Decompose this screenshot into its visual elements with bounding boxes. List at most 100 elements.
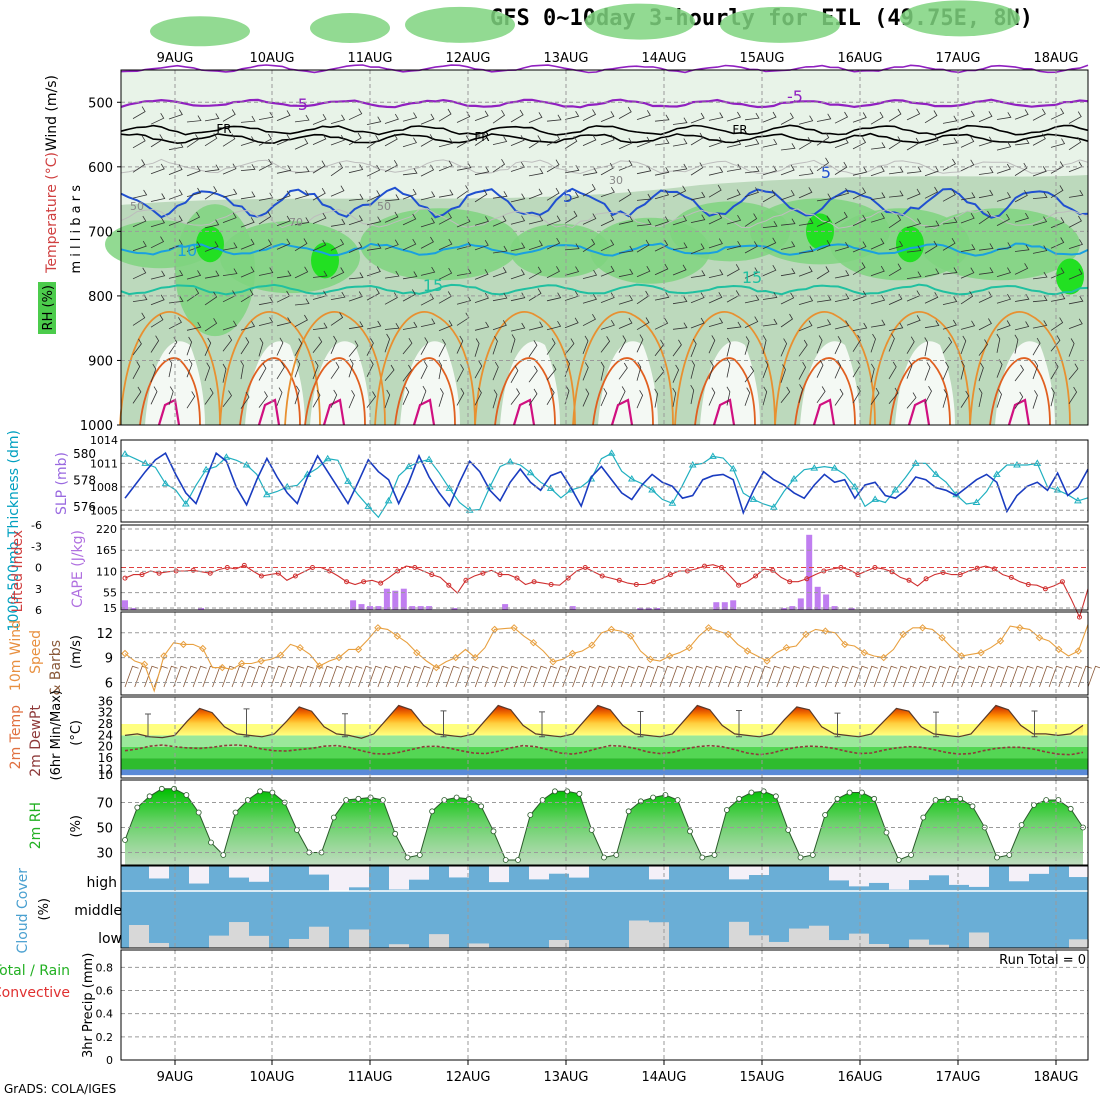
temp-band-1 [121,758,1088,770]
wind-barb [942,237,956,251]
wind-barb [960,244,976,252]
wind-barb [816,193,832,202]
wind10m-barb-22 [338,665,353,688]
wind10m-barb-8 [202,665,217,688]
ylabel-thickness: 1000-500mb Thickness (dm) [6,430,22,631]
wind-barb [186,288,200,302]
wind-point-28 [393,632,402,640]
contour-label-3: FR [474,130,489,144]
wind-barb [258,296,274,306]
wind10m-barb-99 [1087,665,1100,688]
slp-point-38 [506,457,515,465]
li-point-48 [531,579,537,585]
wind-barb [186,391,196,409]
wind-barb [960,192,976,201]
wind-barb [978,111,993,123]
rh-point-8 [220,852,227,858]
contour-label-4: FR [732,123,747,137]
rh-point-17 [330,814,337,821]
rh-blob-9 [920,208,1080,281]
wind-barb [312,270,328,278]
ylabel-lifted-index: Lifted Index [10,530,26,612]
wind-barb [888,190,904,198]
wind-barb [294,190,310,200]
wind-barb [474,360,483,379]
wind-barb [870,165,885,177]
wind-barb [546,364,557,381]
wind-barb [672,364,680,383]
contour-rh50 [120,208,1089,229]
high-cloud-gap-13 [389,866,409,890]
wind-barb [132,386,142,404]
wind10m-barb-10 [221,665,236,688]
wind-barb [1068,239,1084,249]
wind-barb [654,216,669,227]
wind-barb [384,292,398,305]
wind-barb [906,245,922,253]
wind-barb [294,166,310,174]
wind-barb [636,219,652,227]
wind-barb [546,133,561,146]
wind-barb [1014,391,1024,409]
xtick-bottom-10AUG: 10AUG [249,1070,294,1085]
wind-barb [132,135,146,149]
wind-barb [726,163,742,172]
contour-label-7: 10 [177,241,197,260]
high-cloud-gap-11 [349,866,369,888]
wind-barb [330,185,345,197]
wind-barb [942,319,957,330]
wind-barb [906,137,920,151]
wind-barb [492,267,507,278]
temp-tick: 10 [98,768,113,782]
wind-barb [1050,108,1065,120]
minmax-bar-4 [539,711,545,738]
li-point-30 [378,580,384,586]
rh-max-4 [1056,258,1084,295]
wind-barb [1050,237,1065,249]
wind-barb [618,362,628,380]
wind-barb [438,360,442,380]
rh-point-55 [797,854,804,861]
wind-barb [438,137,454,148]
minmax-bar-5 [637,710,644,738]
slp-point-0 [121,450,129,457]
wind-barb [870,265,885,277]
wind-tick: 9 [105,652,113,667]
rh-point-35 [552,788,558,795]
wind-barb [294,217,310,226]
wind-barb [348,321,364,330]
li-point-42 [480,570,486,576]
cape-bar-27 [350,600,357,610]
wind-barb [672,163,688,172]
li-point-106 [1025,582,1031,587]
wind-barb [888,214,902,229]
low-cloud-34 [809,925,829,948]
rh-point-26 [441,797,448,803]
wind10m-barb-58 [688,665,703,688]
wind-barb [906,360,913,379]
wind-barb [600,361,605,381]
rh-max-0 [196,226,224,263]
rh-point-31 [502,857,509,863]
wind10m-barb-75 [854,665,869,688]
wind10m-barb-7 [192,665,207,688]
series-dewpoint [124,744,1084,756]
wind-barb [996,359,1003,378]
xtick-top-16AUG: 16AUG [837,51,882,66]
wind10m-barb-32 [435,665,450,688]
wind-barb [960,320,976,330]
wind-barb [798,115,814,125]
rh-point-19 [355,795,362,802]
wind-barb [1032,390,1038,409]
wind-barb [348,108,363,121]
wind10m-barb-16 [280,665,295,688]
rh-point-34 [539,797,546,803]
wind-barb [852,241,867,253]
wind-barb [276,361,285,380]
rh-point-30 [490,828,497,835]
wind-barb [600,111,615,122]
wind-barb [474,321,490,331]
slp-point-50 [627,475,636,482]
series-lifted-index [124,564,1089,619]
